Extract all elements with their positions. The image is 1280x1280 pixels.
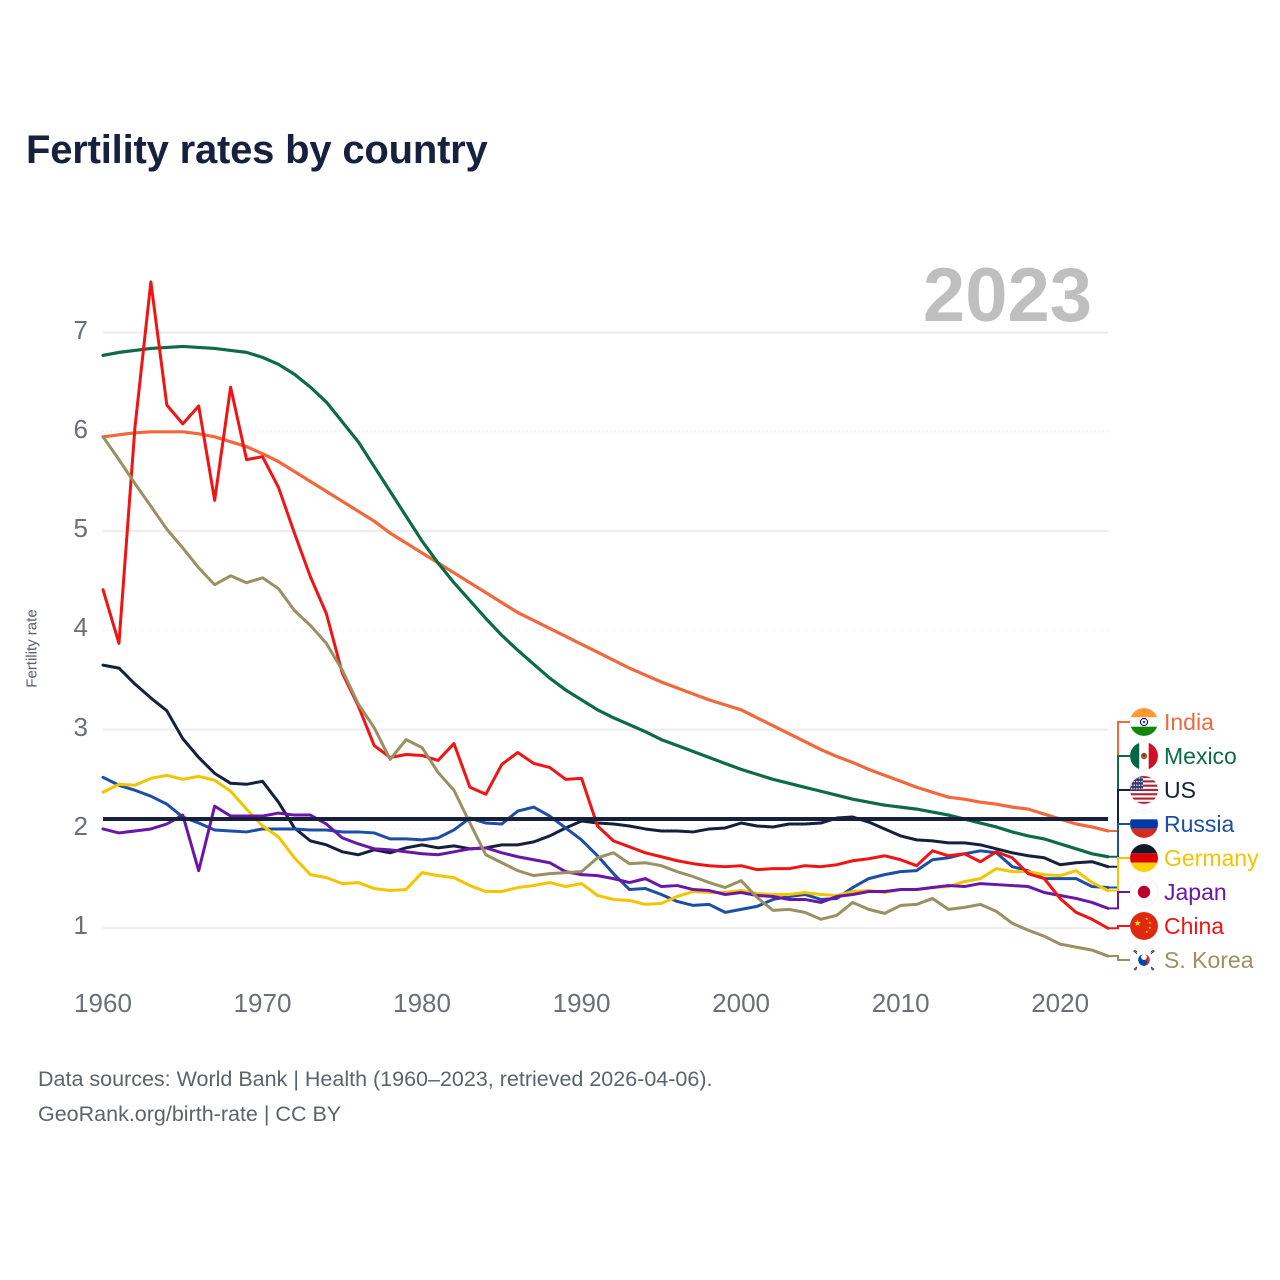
series-line-china (101, 280, 1110, 930)
legend-connector (1108, 925, 1130, 930)
footer-line-attribution: GeoRank.org/birth-rate | CC BY (38, 1101, 342, 1126)
chart-legend: India Mexico US Russia Germany Japan ★ ★ ★ ★ ★ Chin… (1130, 705, 1280, 977)
legend-item-japan[interactable]: Japan (1130, 875, 1280, 909)
series-line-india (101, 430, 1110, 833)
x-axis-tick-label: 2000 (712, 988, 771, 1018)
svg-text:★: ★ (1145, 916, 1149, 921)
legend-item-label: Mexico (1164, 742, 1237, 769)
year-watermark: 2023 (922, 253, 1092, 338)
x-axis-tick-label: 1960 (74, 988, 132, 1018)
legend-item-s-korea[interactable]: S. Korea (1130, 943, 1280, 977)
y-axis-tick-label: 7 (73, 314, 88, 345)
x-axis-tick-label: 2020 (1031, 988, 1090, 1018)
south-korea-flag-icon (1130, 946, 1158, 974)
y-axis-tick-label: 4 (73, 612, 88, 643)
svg-text:★: ★ (1148, 920, 1152, 925)
legend-connector (1108, 857, 1130, 892)
legend-item-label: Japan (1164, 878, 1227, 905)
legend-item-russia[interactable]: Russia (1130, 807, 1280, 841)
y-axis-tick-label: 2 (73, 810, 88, 841)
legend-item-india[interactable]: India (1130, 705, 1280, 739)
japan-flag-icon (1130, 878, 1158, 906)
legend-item-label: S. Korea (1164, 946, 1254, 973)
legend-connector (1108, 955, 1130, 961)
x-axis-tick-label: 1970 (233, 988, 292, 1018)
legend-item-us[interactable]: US (1130, 773, 1280, 807)
y-axis-tick-label: 3 (73, 711, 88, 742)
y-axis-tick-label: 6 (73, 413, 88, 444)
svg-text:★: ★ (1148, 925, 1152, 930)
x-axis-tick-label: 1990 (552, 988, 611, 1018)
legend-item-china[interactable]: ★ ★ ★ ★ ★ China (1130, 909, 1280, 943)
legend-item-label: Germany (1164, 844, 1259, 871)
us-flag-icon (1130, 776, 1158, 804)
footer-line-sources: Data sources: World Bank | Health (1960–… (38, 1067, 713, 1091)
legend-item-label: Russia (1164, 810, 1235, 837)
series-line-s-korea (101, 435, 1110, 958)
series-line-japan (101, 804, 1110, 910)
india-flag-icon (1130, 708, 1158, 736)
page-title: Fertility rates by country (26, 128, 488, 172)
footer-credits: Data sources: World Bank | Health (1960–… (38, 1062, 712, 1132)
svg-text:★: ★ (1145, 929, 1149, 934)
china-flag-icon: ★ ★ ★ ★ ★ (1130, 912, 1158, 940)
series-line-us (101, 663, 1110, 869)
series-line-mexico (101, 344, 1110, 859)
y-axis-tick-label: 5 (73, 513, 88, 544)
legend-item-label: China (1164, 912, 1225, 939)
mexico-flag-icon (1130, 742, 1158, 770)
germany-flag-icon (1130, 844, 1158, 872)
legend-item-mexico[interactable]: Mexico (1130, 739, 1280, 773)
svg-text:★: ★ (1133, 919, 1141, 929)
legend-connector (1108, 891, 1130, 910)
legend-item-label: India (1164, 708, 1214, 735)
y-axis-title: Fertility rate (23, 609, 41, 688)
x-axis-tick-label: 2010 (871, 988, 930, 1018)
y-axis-tick-label: 1 (73, 910, 88, 941)
legend-item-label: US (1164, 776, 1196, 803)
series-line-russia (101, 775, 1110, 914)
x-axis-tick-label: 1980 (393, 988, 451, 1018)
legend-item-germany[interactable]: Germany (1130, 841, 1280, 875)
legend-connector (1108, 823, 1130, 889)
russia-flag-icon (1130, 810, 1158, 838)
